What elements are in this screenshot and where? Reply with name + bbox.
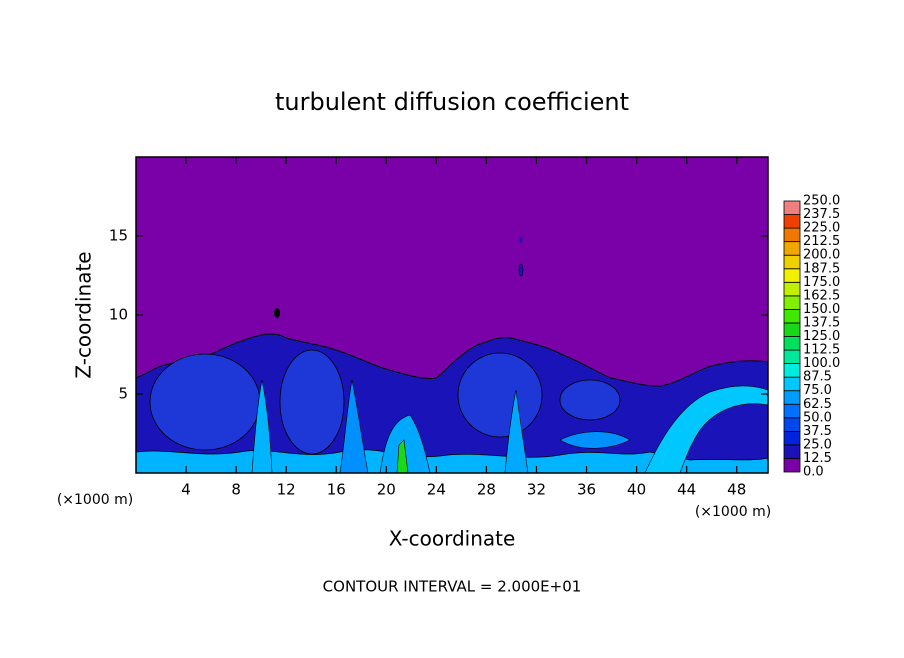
- chart-title: turbulent diffusion coefficient: [275, 88, 629, 116]
- field: [135, 157, 769, 474]
- field-region: [504, 389, 529, 474]
- colorbar-label: 137.5: [803, 315, 840, 330]
- y-unit-label: (×1000 m): [57, 492, 133, 508]
- x-axis-label: X-coordinate: [389, 527, 516, 551]
- colorbar-box: [783, 268, 801, 283]
- colorbar-box: [783, 308, 801, 324]
- field-region: [279, 349, 345, 455]
- colorbar-label: 225.0: [803, 221, 840, 236]
- x-tick-label: 36: [577, 481, 596, 499]
- colorbar-box: [783, 200, 801, 215]
- footer: CONTOUR INTERVAL = 2.000E+01: [323, 578, 582, 596]
- x-tick-label: 44: [677, 481, 696, 499]
- colorbar-box: [783, 376, 801, 392]
- colorbar-label: 25.0: [803, 437, 832, 452]
- colorbar-label: 100.0: [803, 356, 840, 371]
- x-tick-label: 48: [727, 481, 746, 499]
- colorbar-box: [783, 336, 801, 351]
- colorbar-label: 200.0: [803, 248, 840, 263]
- field-region: [149, 353, 261, 451]
- colorbar-box: [783, 227, 801, 243]
- x-unit-label: (×1000 m): [695, 504, 771, 520]
- colorbar-box: [783, 349, 801, 364]
- colorbar-box: [783, 363, 801, 378]
- colorbar-box: [783, 295, 801, 310]
- field-region: [339, 379, 369, 474]
- x-tick-label: 20: [377, 481, 396, 499]
- y-tick-label: 10: [109, 306, 128, 324]
- colorbar-label: 237.5: [803, 207, 840, 222]
- colorbar-box: [783, 444, 801, 459]
- x-tick-label: 16: [327, 481, 346, 499]
- colorbar-box: [783, 254, 801, 270]
- y-tick-label: 5: [118, 385, 128, 403]
- x-tick-label: 24: [427, 481, 446, 499]
- colorbar-box: [783, 430, 801, 446]
- colorbar-label: 75.0: [803, 383, 832, 398]
- colorbar-label: 250.0: [803, 194, 840, 209]
- colorbar-box: [783, 214, 801, 229]
- colorbar-box: [783, 417, 801, 432]
- x-tick-label: 12: [277, 481, 296, 499]
- field-spot: [274, 308, 280, 318]
- x-tick-label: 28: [477, 481, 496, 499]
- colorbar-label: 112.5: [803, 343, 840, 358]
- colorbar-box: [783, 281, 801, 297]
- colorbar-label: 212.5: [803, 234, 840, 249]
- colorbar-box: [783, 390, 801, 405]
- colorbar-label: 175.0: [803, 275, 840, 290]
- field-region: [559, 379, 621, 421]
- field-region: [251, 379, 273, 474]
- colorbar-label: 187.5: [803, 261, 840, 276]
- colorbar-box: [783, 241, 801, 256]
- field-region: [457, 352, 543, 438]
- colorbar-label: 62.5: [803, 397, 832, 412]
- colorbar-label: 12.5: [803, 451, 832, 466]
- colorbar-label: 150.0: [803, 302, 840, 317]
- colorbar-label: 162.5: [803, 288, 840, 303]
- x-tick-label: 8: [231, 481, 241, 499]
- colorbar-label: 37.5: [803, 424, 832, 439]
- y-axis-label: Z-coordinate: [72, 251, 96, 378]
- field-spot: [519, 237, 523, 243]
- colorbar-box: [783, 403, 801, 419]
- colorbar-label: 50.0: [803, 410, 832, 425]
- colorbar-label: 0.0: [803, 465, 824, 480]
- y-tick-label: 15: [109, 227, 128, 245]
- colorbar-label: 125.0: [803, 329, 840, 344]
- field-region: [559, 431, 631, 449]
- colorbar-label: 87.5: [803, 370, 832, 385]
- colorbar-box: [783, 322, 801, 337]
- x-tick-label: 32: [527, 481, 546, 499]
- x-tick-label: 40: [627, 481, 646, 499]
- x-tick-label: 4: [181, 481, 191, 499]
- field-region: [379, 414, 431, 474]
- field-spot: [518, 263, 524, 277]
- colorbar-box: [783, 458, 801, 473]
